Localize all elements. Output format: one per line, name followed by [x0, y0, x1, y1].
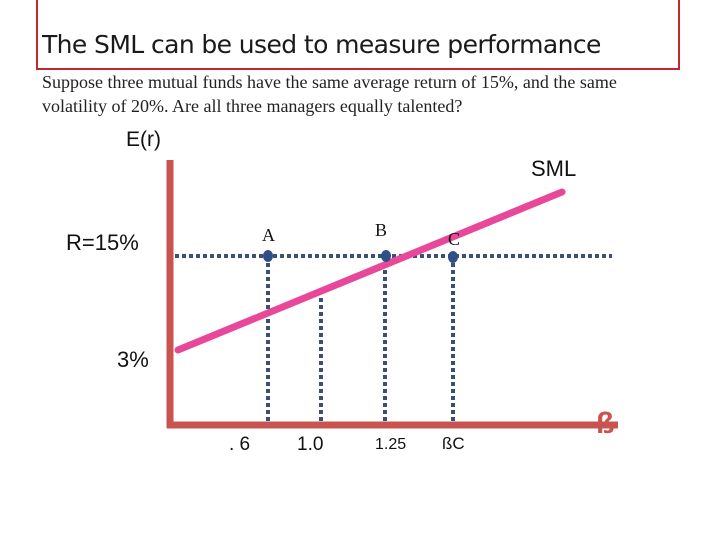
- beta-tick-a: . 6: [229, 434, 251, 455]
- slide-subtitle: Suppose three mutual funds have the same…: [42, 72, 617, 116]
- point-b: [381, 250, 391, 262]
- point-label-a: A: [262, 225, 275, 245]
- x-axis-beta-symbol: ß: [596, 407, 615, 440]
- intercept-label: 3%: [117, 347, 149, 372]
- y-axis-label: E(r): [126, 128, 161, 151]
- beta-tick-b: 1.25: [375, 436, 407, 453]
- return-label: R=15%: [66, 230, 139, 255]
- point-label-c: C: [448, 229, 461, 249]
- point-label-b: B: [375, 220, 388, 240]
- point-c: [448, 251, 458, 263]
- sml-label: SML: [531, 156, 577, 181]
- beta-tick-1-0: 1.0: [297, 434, 324, 455]
- point-a: [263, 250, 273, 262]
- slide-title: The SML can be used to measure performan…: [42, 30, 601, 59]
- beta-tick-c: ßC: [442, 434, 465, 453]
- sml-line: [174, 188, 566, 354]
- title-frame: [36, 0, 680, 70]
